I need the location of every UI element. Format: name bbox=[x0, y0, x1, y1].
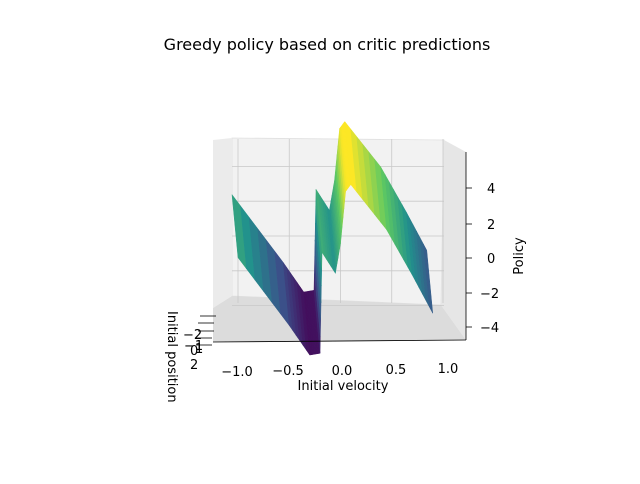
y-tick-label: 0 bbox=[190, 344, 198, 359]
x-tick-label: 1.0 bbox=[438, 362, 459, 377]
z-axis-label: Policy bbox=[512, 237, 527, 275]
y-tick-label: −1 bbox=[184, 339, 203, 354]
z-tick-label: −4 bbox=[480, 321, 499, 336]
x-tick-label: 0.0 bbox=[332, 364, 353, 379]
y-tick-label: 1 bbox=[195, 342, 203, 357]
y-axis-ticks bbox=[196, 315, 216, 346]
y-tick-label: 2 bbox=[190, 358, 198, 373]
surface-patch bbox=[423, 243, 433, 314]
x-tick-label: 0.5 bbox=[386, 363, 407, 378]
x-tick-label: −1.0 bbox=[221, 365, 253, 380]
z-tick-label: 0 bbox=[487, 252, 495, 267]
chart-title: Greedy policy based on critic prediction… bbox=[164, 35, 491, 54]
y-tick-label: −2 bbox=[183, 328, 202, 343]
x-axis-ticks: −1.0 −0.5 0.0 0.5 1.0 bbox=[221, 362, 458, 380]
z-tick-label: 2 bbox=[487, 218, 495, 233]
z-axis-ticks bbox=[466, 187, 472, 328]
x-axis-label: Initial velocity bbox=[298, 379, 389, 394]
z-tick-label: −2 bbox=[480, 287, 499, 302]
x-tick-label: −0.5 bbox=[272, 364, 304, 379]
z-tick-label: 4 bbox=[487, 182, 495, 197]
x-axis-line bbox=[212, 339, 467, 343]
right-pane bbox=[441, 140, 466, 340]
y-axis-label: Initial position bbox=[164, 311, 179, 403]
policy-surface bbox=[231, 120, 433, 356]
left-pane bbox=[213, 138, 232, 308]
